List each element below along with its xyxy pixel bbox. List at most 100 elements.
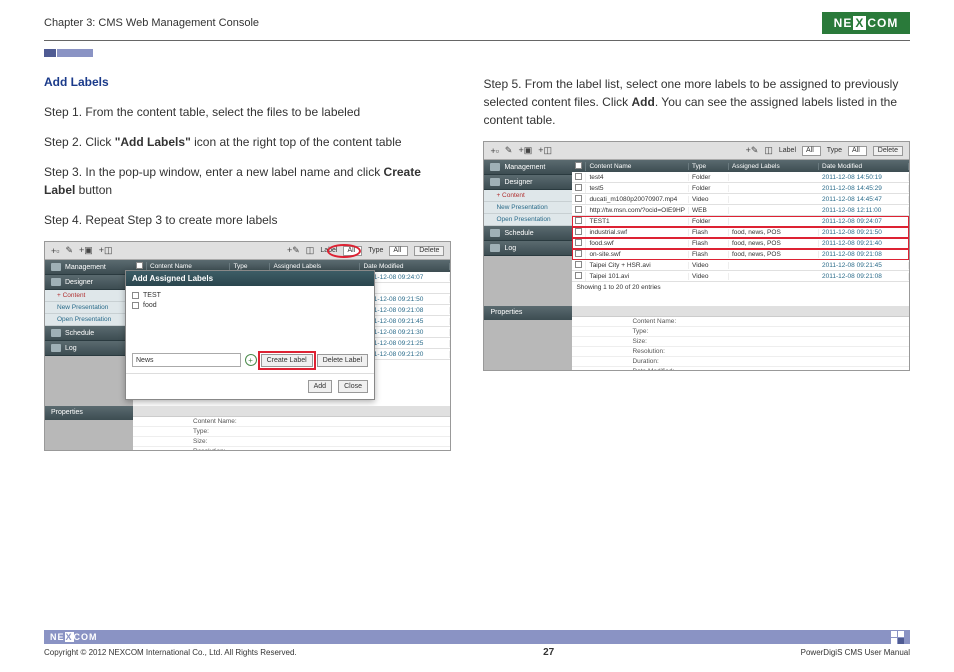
col-content-name[interactable]: Content Name	[147, 263, 230, 270]
delete-button[interactable]: Delete	[414, 246, 444, 256]
sidebar-sub-open-presentation[interactable]: Open Presentation	[45, 314, 133, 326]
sidebar-sub-new-presentation[interactable]: New Presentation	[45, 302, 133, 314]
type-filter-text: Type	[827, 147, 842, 154]
sidebar-sub-content[interactable]: + Content	[45, 290, 133, 302]
delete-button[interactable]: Delete	[873, 146, 903, 156]
popup-add-button[interactable]: Add	[308, 380, 332, 393]
table-row[interactable]: http://tw.msn.com/?ocid=OIE9HPWEB2011-12…	[572, 205, 909, 216]
designer-icon	[51, 278, 61, 286]
footer-squares-icon	[891, 631, 904, 644]
table-row[interactable]: TEST1Folder2011-12-08 09:24:07	[572, 216, 909, 227]
label-filter-select[interactable]: All	[343, 246, 362, 256]
delete-label-button[interactable]: Delete Label	[317, 354, 368, 367]
label-filter-text: Label	[320, 247, 337, 254]
col-date-modified[interactable]: Date Modified	[360, 263, 450, 270]
footer-logo: NEXCOM	[50, 632, 98, 642]
add-labels-icon[interactable]: +✎	[287, 245, 300, 256]
label-filter-text: Label	[779, 147, 796, 154]
sidebar-item-schedule[interactable]: Schedule	[45, 326, 133, 341]
sidebar-item-designer[interactable]: Designer	[484, 175, 572, 190]
table-row[interactable]: test5Folder2011-12-08 14:45:29	[572, 183, 909, 194]
col-type[interactable]: Type	[689, 163, 729, 170]
tool-edit-icon[interactable]: ✎	[505, 145, 513, 156]
tool-add-icon[interactable]: +▫	[490, 146, 498, 156]
sidebar-item-management[interactable]: Management	[45, 260, 133, 275]
sidebar-item-designer[interactable]: Designer	[45, 275, 133, 290]
properties-panel: Properties Content Name: Type: Size: Res…	[484, 306, 909, 370]
create-label-button[interactable]: Create Label	[261, 354, 313, 367]
popup-close-button[interactable]: Close	[338, 380, 368, 393]
step-1: Step 1. From the content table, select t…	[44, 103, 451, 121]
schedule-icon	[490, 229, 500, 237]
labels-icon[interactable]: ◫	[764, 145, 773, 156]
section-heading-add-labels: Add Labels	[44, 75, 451, 89]
sidebar-sub-new-presentation[interactable]: New Presentation	[484, 202, 572, 214]
new-label-input[interactable]: News	[132, 353, 241, 367]
col-date-modified[interactable]: Date Modified	[819, 163, 909, 170]
popup-option-row[interactable]: TEST	[132, 292, 368, 299]
footer-copyright: Copyright © 2012 NEXCOM International Co…	[44, 648, 297, 657]
col-assigned-labels[interactable]: Assigned Labels	[270, 263, 360, 270]
page-number: 27	[543, 647, 554, 658]
properties-tab[interactable]: Properties	[484, 306, 572, 320]
labels-icon[interactable]: ◫	[306, 245, 315, 256]
prop-row: Size:	[572, 337, 909, 347]
type-filter-text: Type	[368, 247, 383, 254]
screenshot-labels-assigned: +▫ ✎ +▣ +◫ +✎ ◫ Label All Type All Delet…	[483, 141, 910, 371]
step-5: Step 5. From the label list, select one …	[483, 75, 910, 129]
add-labels-icon[interactable]: +✎	[746, 145, 759, 156]
step-4: Step 4. Repeat Step 3 to create more lab…	[44, 211, 451, 229]
sidebar-item-log[interactable]: Log	[45, 341, 133, 356]
prop-row: Type:	[572, 327, 909, 337]
tool-addbox-icon[interactable]: +▣	[518, 145, 532, 156]
table-row[interactable]: industrial.swfFlashfood, news, POS2011-1…	[572, 227, 909, 238]
sidebar: Management Designer + Content New Presen…	[45, 260, 133, 410]
popup-title: Add Assigned Labels	[126, 271, 374, 286]
prop-row: Resolution:	[133, 447, 450, 451]
schedule-icon	[51, 329, 61, 337]
table-row[interactable]: Taipei 101.aviVideo2011-12-08 09:21:08	[572, 271, 909, 282]
table-row[interactable]: Taipei City + HSR.aviVideo2011-12-08 09:…	[572, 260, 909, 271]
properties-tab[interactable]: Properties	[45, 406, 133, 420]
sidebar: Management Designer + Content New Presen…	[484, 160, 572, 306]
nexcom-logo: NEXCOM	[822, 12, 910, 34]
type-filter-select[interactable]: All	[848, 146, 867, 156]
popup-option-row[interactable]: food	[132, 302, 368, 309]
tool-addpanel-icon[interactable]: +◫	[538, 145, 552, 156]
screenshot-add-labels-popup: +▫ ✎ +▣ +◫ +✎ ◫ Label All Type All Delet…	[44, 241, 451, 451]
table-row[interactable]: test4Folder2011-12-08 14:50:19	[572, 172, 909, 183]
table-row[interactable]: ducati_m1080p20070907.mp4Video2011-12-08…	[572, 194, 909, 205]
content-toolbar: +▫ ✎ +▣ +◫ +✎ ◫ Label All Type All Delet…	[45, 242, 450, 260]
properties-panel: Properties Content Name: Type: Size: Res…	[45, 406, 450, 450]
chapter-title: Chapter 3: CMS Web Management Console	[44, 17, 259, 29]
sidebar-sub-content[interactable]: + Content	[484, 190, 572, 202]
tool-addpanel-icon[interactable]: +◫	[99, 245, 113, 256]
sidebar-item-schedule[interactable]: Schedule	[484, 226, 572, 241]
tool-add-icon[interactable]: +▫	[51, 246, 59, 256]
content-toolbar: +▫ ✎ +▣ +◫ +✎ ◫ Label All Type All Delet…	[484, 142, 909, 160]
select-all-checkbox[interactable]	[136, 262, 143, 269]
step-2: Step 2. Click "Add Labels" icon at the r…	[44, 133, 451, 151]
sidebar-sub-open-presentation[interactable]: Open Presentation	[484, 214, 572, 226]
prop-row: Content Name:	[572, 317, 909, 327]
col-type[interactable]: Type	[230, 263, 270, 270]
select-all-checkbox[interactable]	[575, 162, 582, 169]
table-row[interactable]: food.swfFlashfood, news, POS2011-12-08 0…	[572, 238, 909, 249]
tool-edit-icon[interactable]: ✎	[65, 245, 73, 256]
designer-icon	[490, 178, 500, 186]
step-3: Step 3. In the pop-up window, enter a ne…	[44, 163, 451, 199]
table-header: Content Name Type Assigned Labels Date M…	[572, 160, 909, 172]
sidebar-item-log[interactable]: Log	[484, 241, 572, 256]
prop-row: Content Name:	[133, 417, 450, 427]
sidebar-item-management[interactable]: Management	[484, 160, 572, 175]
col-content-name[interactable]: Content Name	[586, 163, 689, 170]
log-icon	[490, 244, 500, 252]
table-row[interactable]: on-site.swfFlashfood, news, POS2011-12-0…	[572, 249, 909, 260]
tool-addbox-icon[interactable]: +▣	[79, 245, 93, 256]
prop-row: Type:	[133, 427, 450, 437]
col-assigned-labels[interactable]: Assigned Labels	[729, 163, 819, 170]
type-filter-select[interactable]: All	[389, 246, 408, 256]
label-filter-select[interactable]: All	[802, 146, 821, 156]
add-icon[interactable]: +	[245, 354, 257, 366]
add-labels-popup: Add Assigned Labels TEST food News + Cre…	[125, 270, 375, 400]
